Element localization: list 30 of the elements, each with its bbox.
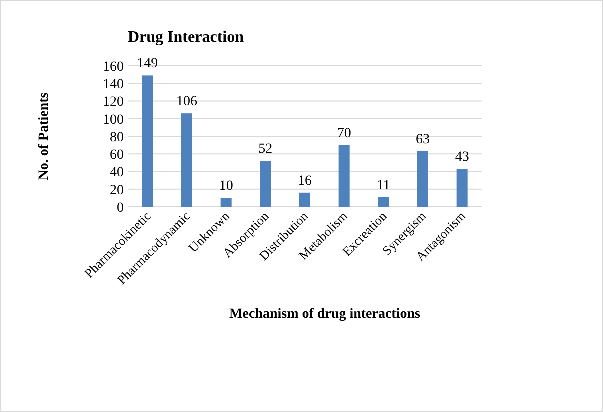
data-label: 11	[376, 178, 390, 194]
y-tick-label: 20	[110, 183, 124, 198]
bar	[417, 151, 429, 207]
bar	[220, 198, 232, 207]
y-tick-label: 0	[117, 200, 124, 216]
data-label: 149	[137, 56, 158, 72]
bar	[260, 161, 272, 207]
data-label: 52	[258, 142, 273, 158]
bar	[299, 192, 311, 207]
data-label: 106	[176, 94, 198, 110]
y-tick-label: 140	[103, 78, 124, 93]
y-tick-label: 160	[103, 60, 124, 75]
y-axis-title: No. of Patients	[37, 92, 52, 180]
chart-title: Drug Interaction	[128, 29, 244, 46]
bar	[378, 197, 390, 207]
y-tick-label: 80	[110, 130, 124, 146]
data-label: 63	[416, 132, 430, 148]
data-label: 10	[219, 179, 234, 194]
data-label: 16	[298, 174, 312, 189]
y-tick-label: 100	[103, 112, 124, 128]
bar	[456, 169, 468, 207]
y-tick-label: 40	[110, 166, 124, 181]
data-label: 43	[455, 150, 470, 166]
y-tick-label: 60	[110, 148, 124, 164]
data-label: 70	[337, 126, 352, 142]
bar	[181, 114, 193, 207]
bar	[338, 145, 350, 207]
x-axis-title: Mechanism of drug interactions	[230, 307, 422, 322]
bar	[142, 76, 154, 207]
y-tick-label: 120	[103, 95, 124, 110]
